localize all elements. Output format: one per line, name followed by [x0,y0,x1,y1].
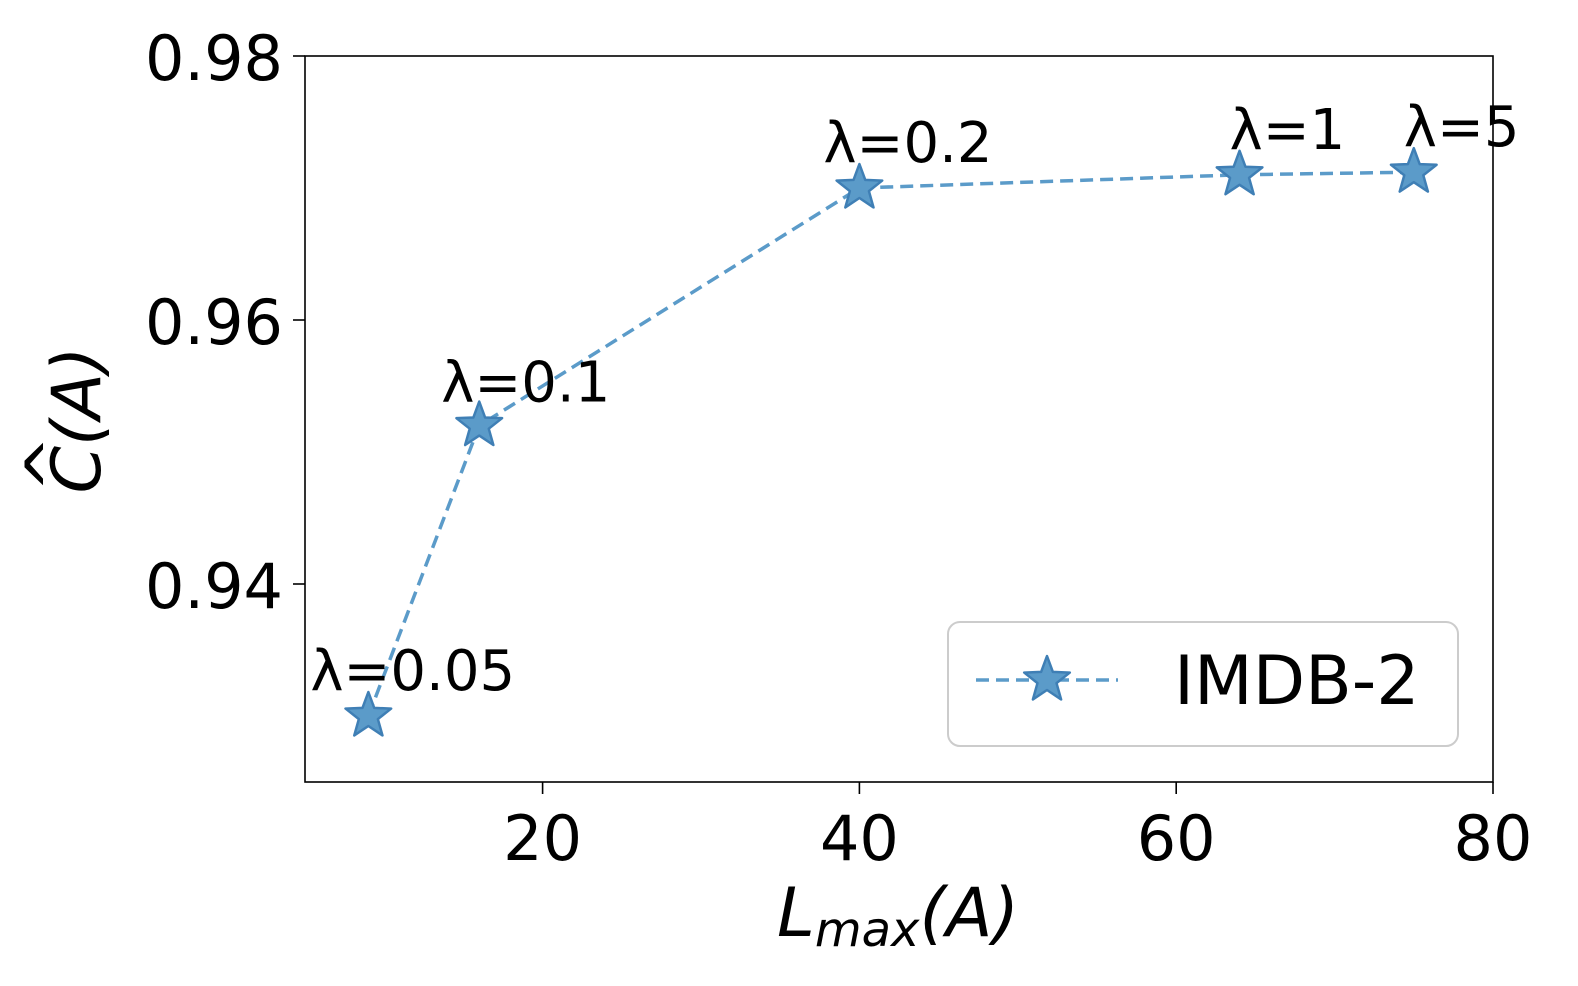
x-axis-label-sub: max [815,902,920,958]
legend: IMDB-2 [947,621,1459,747]
data-point-label: λ=5 [1404,95,1520,160]
data-point [835,162,884,209]
x-tick-label: 20 [503,802,582,875]
data-point-label: λ=0.1 [441,351,610,416]
plot-frame [304,55,1494,783]
data-point-label: λ=0.2 [823,111,992,176]
y-axis-label-group: C(A) ^ [12,346,117,493]
x-tick-label: 60 [1137,802,1216,875]
series-layer [344,146,1438,737]
x-axis-ticks: 20 40 60 80 [503,782,1532,875]
point-labels: λ=0.05 λ=0.1 λ=0.2 λ=1 λ=5 [310,95,1519,704]
y-tick-label: 0.98 [145,22,283,95]
data-point-label: λ=1 [1230,98,1346,163]
y-axis-label-hat: ^ [12,436,91,493]
data-point-label: λ=0.05 [310,639,515,704]
y-tick-label: 0.94 [145,550,283,623]
series-line [366,170,1414,717]
data-point [455,400,504,447]
y-tick-label: 0.96 [145,286,283,359]
data-point [1215,149,1264,196]
x-axis-label-main: L [777,874,815,953]
y-axis-label: C(A) [38,346,117,493]
data-point [344,690,393,737]
legend-marker [1022,654,1072,701]
legend-marker-holder [1022,654,1072,701]
legend-box [947,621,1459,747]
data-point [1389,146,1438,193]
x-tick-label: 80 [1454,802,1533,875]
y-axis-ticks: 0.94 0.96 0.98 [145,22,305,623]
x-axis-label-tail: (A) [919,874,1019,953]
plot-area [304,55,1494,783]
legend-series-name: IMDB-2 [1174,642,1420,721]
x-tick-label: 40 [820,802,899,875]
x-axis-label: Lmax(A) [777,874,1019,958]
